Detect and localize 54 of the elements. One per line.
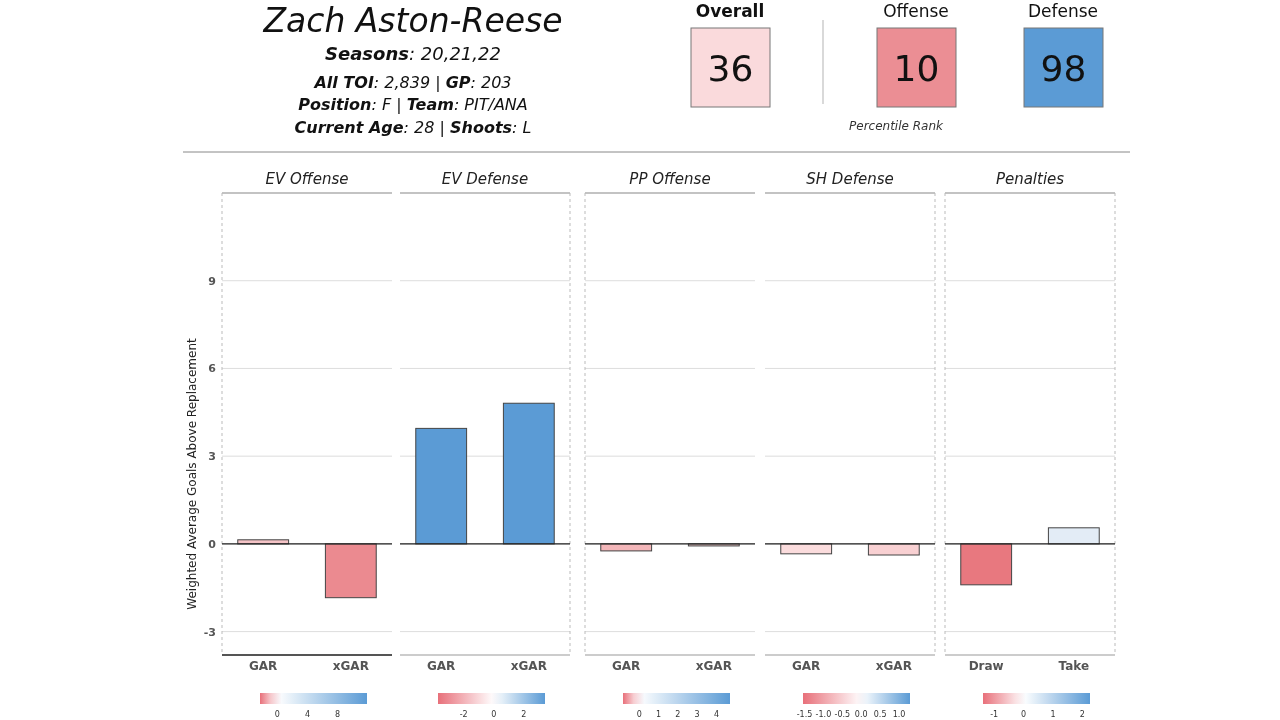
- y-tick-label: -3: [203, 625, 216, 639]
- chart-title: Penalties: [995, 170, 1065, 188]
- color-bar-label: -1.5: [796, 710, 813, 719]
- y-tick-label: 3: [208, 450, 216, 464]
- chart-title: PP Offense: [629, 170, 711, 188]
- y-tick-label: 9: [208, 274, 216, 288]
- color-bar-label: 2: [675, 710, 681, 719]
- color-bar-label: 8: [335, 710, 341, 719]
- color-bar-label: -1.0: [815, 710, 832, 719]
- color-bar-label: -0.5: [834, 710, 851, 719]
- y-axis-title: Weighted Average Goals Above Replacement: [185, 338, 199, 610]
- x-tick-label: xGAR: [875, 659, 912, 673]
- chart-title: EV Defense: [441, 170, 529, 188]
- category-label: Overall: [695, 1, 765, 21]
- text: All TOI: 2,839 | GP: 203: [312, 73, 512, 92]
- text: Position: F | Team: PIT/ANA: [298, 95, 528, 114]
- y-tick-label: 0: [208, 537, 217, 551]
- color-bar-label: 4: [304, 710, 311, 719]
- color-bar-label: -1: [990, 710, 999, 719]
- color-bar-label: 4: [713, 710, 720, 719]
- x-tick-label: Take: [1058, 659, 1090, 673]
- x-tick-label: Draw: [968, 659, 1004, 673]
- color-bar-label: 0.5: [873, 710, 887, 719]
- color-bar-label: 1: [1050, 710, 1056, 719]
- color-bar-label: 1: [655, 710, 662, 719]
- color-bar-label: 1.0: [892, 710, 906, 719]
- x-tick-label: xGAR: [510, 659, 547, 673]
- y-tick-label: 6: [208, 362, 217, 376]
- color-bar-label: 0: [491, 710, 497, 719]
- x-tick-label: xGAR: [332, 659, 369, 673]
- text: Zach Aston-Reese: [262, 1, 563, 40]
- color-bar-label: -2: [459, 710, 468, 719]
- color-bar-label: 0: [1021, 710, 1027, 719]
- data-label: 10: [893, 48, 940, 89]
- x-tick-label: GAR: [426, 659, 456, 673]
- chart-title: EV Offense: [265, 170, 349, 188]
- color-bar-label: 3: [694, 710, 700, 719]
- x-tick-label: GAR: [248, 659, 278, 673]
- color-bar-label: 0: [636, 710, 642, 719]
- x-tick-label: GAR: [611, 659, 641, 673]
- color-bar-label: 2: [521, 710, 527, 719]
- text: Seasons: 20,21,22: [325, 43, 501, 64]
- data-label: 36: [707, 48, 754, 89]
- chart-title: SH Defense: [806, 170, 894, 188]
- color-bar-label: 2: [1079, 710, 1085, 719]
- data-label: 98: [1040, 48, 1087, 89]
- x-tick-label: xGAR: [695, 659, 732, 673]
- text: Current Age: 28 | Shoots: L: [294, 118, 532, 137]
- text: Percentile Rank: [849, 119, 945, 133]
- color-bar-label: 0: [274, 710, 280, 719]
- color-bar-label: 0.0: [854, 710, 868, 719]
- x-tick-label: GAR: [791, 659, 821, 673]
- category-label: Defense: [1027, 1, 1099, 21]
- category-label: Offense: [883, 1, 949, 21]
